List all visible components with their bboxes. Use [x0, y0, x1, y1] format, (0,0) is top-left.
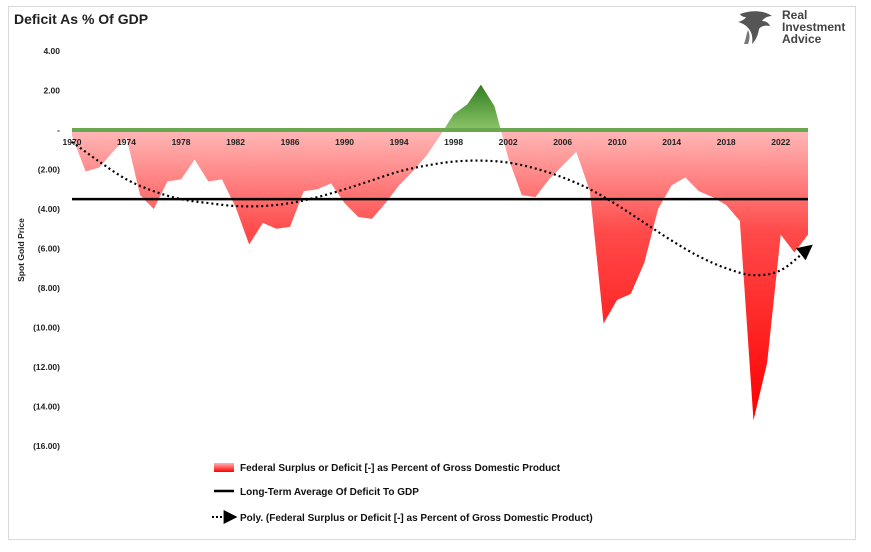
legend-label-trend: Poly. (Federal Surplus or Deficit [-] as…: [240, 513, 593, 524]
zero-baseline: [72, 128, 808, 132]
y-tick-label: (16.00): [33, 441, 60, 451]
x-tick-label: 1978: [172, 137, 191, 147]
x-tick-label: 2022: [771, 137, 790, 147]
x-tick-label: 1990: [335, 137, 354, 147]
surplus-area: [72, 84, 808, 130]
chart-frame: [8, 6, 856, 540]
y-tick-label: (8.00): [38, 283, 60, 293]
y-tick-label: (10.00): [33, 323, 60, 333]
x-tick-label: 2002: [499, 137, 518, 147]
y-tick-label: (6.00): [38, 244, 60, 254]
y-tick-label: (14.00): [33, 402, 60, 412]
x-tick-label: 1982: [226, 137, 245, 147]
logo: Real Investment Advice: [738, 8, 845, 46]
y-tick-label: (4.00): [38, 204, 60, 214]
y-tick-label: (2.00): [38, 165, 60, 175]
legend-label-deficit: Federal Surplus or Deficit [-] as Percen…: [240, 463, 561, 474]
logo-line2: Investment: [782, 20, 845, 34]
x-tick-label: 1986: [281, 137, 300, 147]
y-tick-label: (12.00): [33, 362, 60, 372]
x-tick-label: 1994: [390, 137, 409, 147]
x-tick-label: 2010: [608, 137, 627, 147]
y-tick-label: 4.00: [43, 46, 60, 56]
legend-label-average: Long-Term Average Of Deficit To GDP: [240, 487, 419, 498]
deficit-area: [72, 130, 808, 421]
legend: Federal Surplus or Deficit [-] as Percen…: [212, 463, 593, 524]
x-tick-label: 2006: [553, 137, 572, 147]
x-tick-label: 2014: [662, 137, 681, 147]
logo-line1: Real: [782, 8, 807, 22]
x-tick-label: 1998: [444, 137, 463, 147]
plot-lines: [71, 140, 813, 277]
logo-line3: Advice: [782, 32, 822, 46]
x-axis-ticks: 1970 1974 1978 1982 1986 1990 1994 1998 2002 2006…: [63, 137, 791, 147]
eagle-icon: [738, 11, 772, 44]
y-tick-label: -: [57, 125, 60, 135]
plot-areas: [72, 84, 808, 421]
y-axis-label: Spot Gold Price: [16, 218, 26, 282]
x-tick-label: 1974: [117, 137, 136, 147]
trend-line: [71, 140, 813, 277]
y-axis-ticks: 4.00 2.00 - (2.00) (4.00) (6.00) (8.00) (10.00)…: [33, 46, 60, 451]
y-tick-label: 2.00: [43, 86, 60, 96]
chart-title: Deficit As % Of GDP: [14, 11, 148, 27]
legend-swatch-deficit: [214, 463, 234, 472]
x-tick-label: 2018: [717, 137, 736, 147]
